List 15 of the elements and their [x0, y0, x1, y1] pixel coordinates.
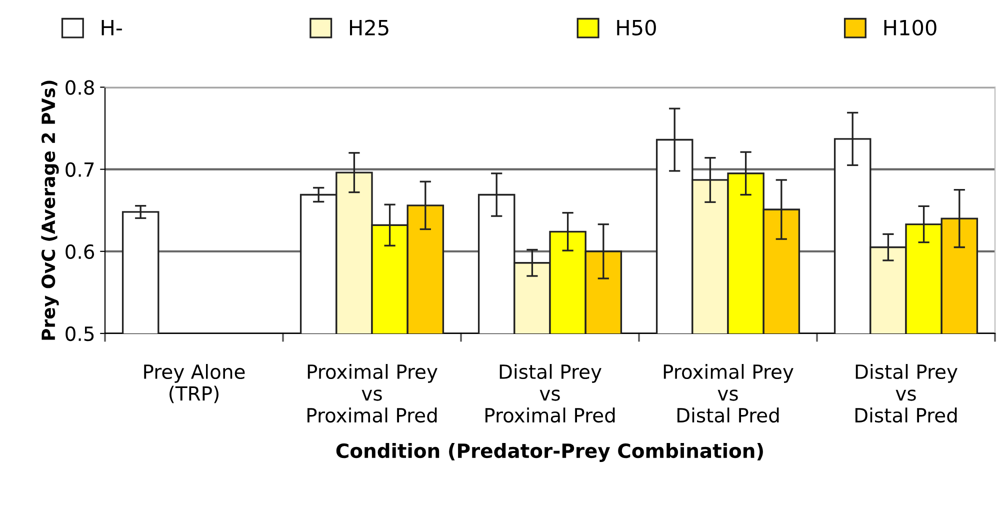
y-tick-label: 0.8 [66, 80, 94, 95]
x-tick-label: Proximal Prey vs Proximal Pred [307, 364, 438, 423]
legend-label: H25 [350, 20, 388, 36]
legend-label: H50 [617, 20, 656, 36]
x-tick-label: Prey Alone (TRP) [144, 364, 245, 404]
legend-label: H- [102, 20, 122, 36]
y-tick-label: 0.5 [66, 326, 94, 342]
x-tick-label: Distal Prey vs Distal Pred [855, 364, 958, 423]
y-tick-label: 0.6 [66, 244, 94, 260]
x-axis-title: Condition (Predator-Prey Combination) [336, 443, 763, 462]
x-tick-label: Proximal Prey vs Distal Pred [664, 364, 794, 423]
legend-label: H100 [884, 20, 936, 36]
y-tick-label: 0.7 [66, 162, 94, 177]
x-tick-label: Distal Prey vs Proximal Pred [485, 364, 615, 423]
y-axis-title: Prey OvC (Average 2 PVs) [41, 80, 59, 340]
